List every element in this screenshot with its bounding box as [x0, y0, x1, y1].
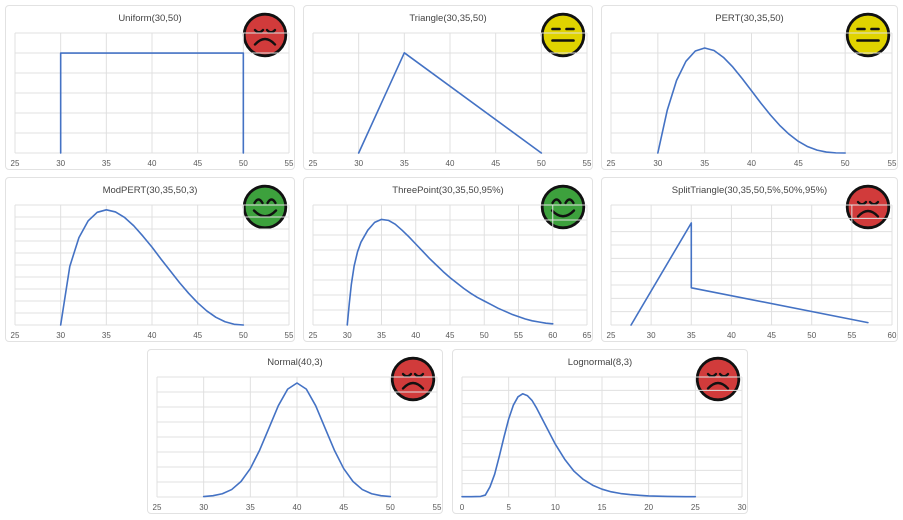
- svg-text:55: 55: [285, 159, 294, 168]
- chart-title: ModPERT(30,35,50,3): [102, 185, 198, 196]
- svg-text:30: 30: [343, 331, 352, 340]
- svg-text:35: 35: [377, 331, 386, 340]
- chart-title: Lognormal(8,3): [567, 357, 633, 368]
- svg-text:50: 50: [239, 331, 248, 340]
- plot-area: 25 30 35 40 45 50 55 60 65: [309, 204, 592, 343]
- svg-text:40: 40: [727, 331, 736, 340]
- svg-text:45: 45: [339, 503, 348, 512]
- svg-text:25: 25: [153, 503, 162, 512]
- svg-text:35: 35: [687, 331, 696, 340]
- svg-text:55: 55: [433, 503, 442, 512]
- svg-text:35: 35: [400, 159, 409, 168]
- chart-panel-triangle: Triangle(30,35,50) 25 30 35 40 45 50 55: [303, 5, 593, 170]
- chart-panel-normal: Normal(40,3) 25 30 35 40 45 50 55: [147, 349, 443, 514]
- svg-text:25: 25: [309, 159, 318, 168]
- svg-text:55: 55: [514, 331, 523, 340]
- chart-title: SplitTriangle(30,35,50,5%,50%,95%): [671, 185, 828, 196]
- svg-text:5: 5: [506, 503, 511, 512]
- chart-panel-lognormal: Lognormal(8,3) 0 5 10 15 20 25 30: [452, 349, 748, 514]
- svg-text:25: 25: [607, 159, 616, 168]
- svg-text:0: 0: [460, 503, 465, 512]
- svg-text:30: 30: [738, 503, 747, 512]
- svg-text:20: 20: [644, 503, 653, 512]
- yellow-neutral-face-icon: [539, 11, 587, 59]
- svg-text:40: 40: [446, 159, 455, 168]
- svg-text:30: 30: [199, 503, 208, 512]
- svg-text:50: 50: [841, 159, 850, 168]
- svg-text:40: 40: [148, 331, 157, 340]
- svg-text:55: 55: [285, 331, 294, 340]
- svg-text:30: 30: [56, 331, 65, 340]
- svg-text:10: 10: [551, 503, 560, 512]
- svg-text:25: 25: [607, 331, 616, 340]
- chart-panel-threepoint: ThreePoint(30,35,50,95%) 25 30 35 40 45 50 55 6…: [303, 177, 593, 342]
- red-sad-face-icon: [241, 11, 289, 59]
- yellow-neutral-face-icon: [844, 11, 892, 59]
- chart-title: PERT(30,35,50): [715, 13, 784, 24]
- svg-text:50: 50: [386, 503, 395, 512]
- svg-text:30: 30: [56, 159, 65, 168]
- svg-text:50: 50: [480, 331, 489, 340]
- red-sad-face-icon: [389, 355, 437, 403]
- plot-area: 0 5 10 15 20 25 30: [460, 376, 747, 515]
- chart-title: ThreePoint(30,35,50,95%): [392, 185, 504, 196]
- svg-text:55: 55: [583, 159, 592, 168]
- chart-title: Normal(40,3): [267, 357, 323, 368]
- svg-text:40: 40: [747, 159, 756, 168]
- svg-text:40: 40: [411, 331, 420, 340]
- chart-panel-pert: PERT(30,35,50) 25 30 35 40 45 50 55: [601, 5, 898, 170]
- svg-text:50: 50: [537, 159, 546, 168]
- svg-text:45: 45: [767, 331, 776, 340]
- red-sad-face-icon: [844, 183, 892, 231]
- plot-area: 25 30 35 40 45 50 55: [11, 204, 294, 343]
- plot-area: 25 30 35 40 45 50 55: [11, 32, 294, 171]
- svg-text:35: 35: [700, 159, 709, 168]
- chart-panel-uniform: Uniform(30,50) 25 30 35 40 45 50 55: [5, 5, 295, 170]
- svg-text:60: 60: [548, 331, 557, 340]
- svg-text:50: 50: [239, 159, 248, 168]
- plot-area: 25 30 35 40 45 50 55: [607, 32, 897, 171]
- svg-text:45: 45: [446, 331, 455, 340]
- svg-text:40: 40: [148, 159, 157, 168]
- plot-area: 25 30 35 40 45 50 55 60: [607, 204, 897, 343]
- svg-text:30: 30: [354, 159, 363, 168]
- svg-text:50: 50: [807, 331, 816, 340]
- plot-area: 25 30 35 40 45 50 55: [153, 376, 442, 515]
- svg-text:25: 25: [11, 159, 20, 168]
- svg-text:45: 45: [794, 159, 803, 168]
- svg-text:60: 60: [888, 331, 897, 340]
- chart-title: Uniform(30,50): [118, 13, 182, 24]
- svg-text:25: 25: [691, 503, 700, 512]
- svg-text:40: 40: [293, 503, 302, 512]
- chart-panel-modpert: ModPERT(30,35,50,3) 25 30 35 40 45 50 55: [5, 177, 295, 342]
- chart-title: Triangle(30,35,50): [409, 13, 487, 24]
- svg-text:35: 35: [246, 503, 255, 512]
- svg-text:15: 15: [598, 503, 607, 512]
- svg-text:65: 65: [583, 331, 592, 340]
- svg-text:30: 30: [653, 159, 662, 168]
- svg-text:55: 55: [888, 159, 897, 168]
- svg-text:35: 35: [102, 331, 111, 340]
- red-sad-face-icon: [694, 355, 742, 403]
- svg-text:35: 35: [102, 159, 111, 168]
- chart-panel-splittriangle: SplitTriangle(30,35,50,5%,50%,95%) 25 30 3…: [601, 177, 898, 342]
- svg-text:45: 45: [193, 331, 202, 340]
- svg-text:45: 45: [193, 159, 202, 168]
- svg-text:55: 55: [847, 331, 856, 340]
- svg-text:30: 30: [647, 331, 656, 340]
- svg-text:25: 25: [11, 331, 20, 340]
- svg-text:45: 45: [491, 159, 500, 168]
- svg-text:25: 25: [309, 331, 318, 340]
- plot-area: 25 30 35 40 45 50 55: [309, 32, 592, 171]
